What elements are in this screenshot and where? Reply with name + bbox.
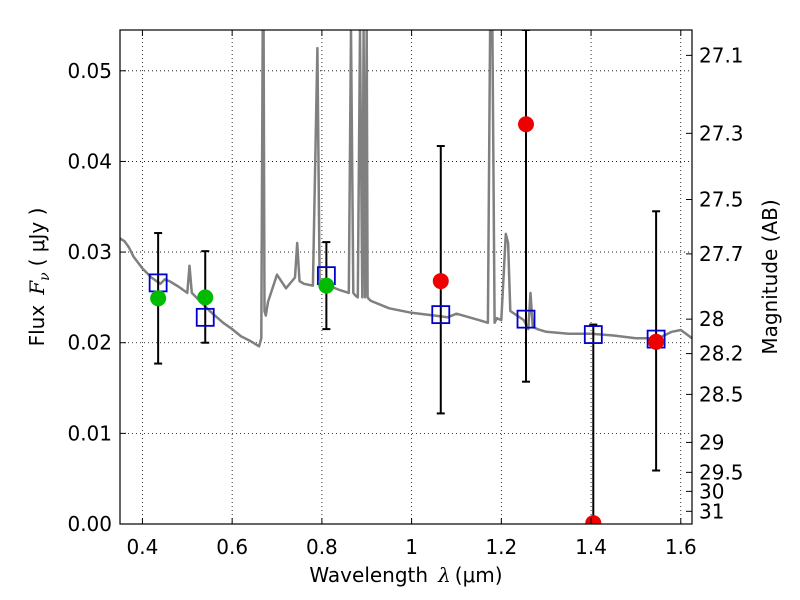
- y2-tick-label: 28: [699, 307, 724, 331]
- y2-tick-label: 27.3: [699, 121, 744, 145]
- y2-tick-label: 27.5: [699, 188, 744, 212]
- y-tick-label: 0.04: [67, 149, 112, 173]
- y2-tick-label: 30: [699, 479, 724, 503]
- flux-point-marker: [518, 116, 535, 133]
- x-tick-label: 1.4: [575, 535, 607, 559]
- y-tick-label: 0.01: [67, 421, 112, 445]
- y2-tick-label: 31: [699, 499, 724, 523]
- y-tick-label: 0.05: [67, 59, 112, 83]
- flux-point-marker: [197, 289, 214, 306]
- plot-area: [120, 30, 692, 524]
- y2-tick-label: 28.5: [699, 382, 744, 406]
- x-tick-label: 0.4: [127, 535, 159, 559]
- model-square-marker: [583, 325, 603, 344]
- x-axis-title: Wavelength λ (μm): [309, 563, 502, 587]
- x-tick-label: 1: [405, 535, 418, 559]
- y2-tick-label: 28.2: [699, 342, 744, 366]
- y-tick-label: 0.00: [67, 512, 112, 536]
- flux-point-marker: [150, 290, 167, 307]
- flux-point-marker: [318, 277, 335, 294]
- y2-tick-label: 27.1: [699, 43, 744, 67]
- y-tick-label: 0.02: [67, 331, 112, 355]
- y-axis-title: FluxFν( μJy ): [25, 208, 53, 347]
- x-tick-label: 1.2: [485, 535, 517, 559]
- model-square-marker: [516, 309, 536, 329]
- model-square-marker: [195, 307, 215, 327]
- model-square-marker: [431, 305, 451, 325]
- x-tick-label: 1.6: [665, 535, 697, 559]
- flux-point-marker: [648, 333, 665, 350]
- flux-point-marker: [432, 273, 449, 290]
- x-tick-label: 0.6: [216, 535, 248, 559]
- x-tick-label: 0.8: [306, 535, 338, 559]
- y2-tick-label: 29.5: [699, 460, 744, 484]
- plot-frame: [119, 29, 693, 525]
- flux-point-marker: [585, 515, 602, 524]
- axis-ticks: 0.4 0.6 0.8 1 1.2 1.4 1.6 0.00 0.01 0.02 0.03 0.04 0…: [67, 30, 744, 559]
- y2-axis-title: Magnitude (AB): [758, 199, 782, 354]
- y2-tick-label: 27.7: [699, 242, 744, 266]
- y-tick-label: 0.03: [67, 240, 112, 264]
- y2-tick-label: 29: [699, 430, 724, 454]
